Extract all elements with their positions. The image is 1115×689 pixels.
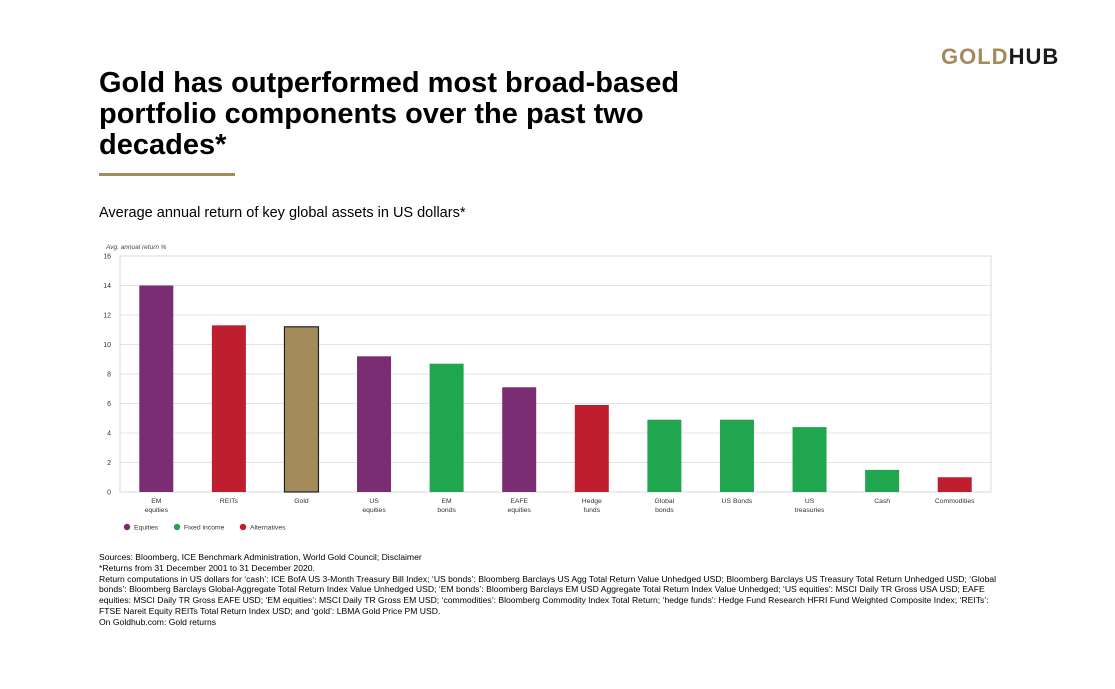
page-title: Gold has outperformed most broad-based p… <box>99 67 680 161</box>
x-tick-label: equities <box>145 507 169 514</box>
bar <box>502 387 537 492</box>
x-tick-label: bonds <box>655 507 674 514</box>
x-tick-label: US <box>369 498 379 505</box>
y-tick-label: 10 <box>103 342 111 349</box>
x-tick-label: Hedge <box>582 498 602 505</box>
legend-label: Fixed income <box>184 525 225 532</box>
bar <box>574 404 609 492</box>
logo-hub-text: HUB <box>1008 44 1060 69</box>
y-tick-label: 8 <box>107 372 111 379</box>
bar <box>937 477 972 492</box>
footnote-period: *Returns from 31 December 2001 to 31 Dec… <box>99 562 315 573</box>
bar <box>429 363 464 492</box>
bar <box>211 325 246 492</box>
x-tick-label: equities <box>507 507 531 514</box>
x-tick-label: EM <box>151 498 162 505</box>
x-tick-label: US <box>805 498 815 505</box>
title-underline <box>99 173 235 176</box>
x-tick-label: REITs <box>220 498 239 505</box>
legend-label: Equities <box>134 525 159 532</box>
footnote-goldhub-link: On Goldhub.com: Gold returns <box>99 616 217 627</box>
bar <box>647 419 682 492</box>
x-tick-label: Cash <box>874 498 890 505</box>
bar <box>865 469 900 492</box>
x-tick-label: Commodities <box>935 498 975 505</box>
legend-marker <box>173 523 181 531</box>
x-tick-label: US Bonds <box>722 498 753 505</box>
bar <box>357 356 392 492</box>
x-tick-label: Global <box>655 498 675 505</box>
y-axis-label: Avg. annual return % <box>105 244 167 251</box>
x-tick-label: Gold <box>294 498 309 505</box>
y-tick-label: 0 <box>107 490 111 497</box>
goldhub-logo: GOLDHUB <box>941 44 1059 70</box>
footnote-sources: Sources: Bloomberg, ICE Benchmark Admini… <box>99 552 422 562</box>
legend-marker <box>123 523 131 531</box>
y-tick-label: 14 <box>103 283 111 290</box>
y-tick-label: 12 <box>103 313 111 320</box>
x-tick-label: EM <box>442 498 453 505</box>
x-tick-label: EAFE <box>510 498 528 505</box>
bar-chart: 0 2 4 6 8 10 12 14 16 Avg. annual return % EM equit… <box>103 244 992 532</box>
footnotes: Sources: Bloomberg, ICE Benchmark Admini… <box>99 552 1009 628</box>
legend-label: Alternatives <box>250 525 286 532</box>
y-tick-label: 2 <box>107 460 111 467</box>
y-tick-label: 6 <box>107 401 111 408</box>
logo-gold-text: GOLD <box>941 44 1009 69</box>
bar <box>792 427 827 492</box>
x-tick-label: bonds <box>437 507 456 514</box>
x-tick-label: equities <box>362 507 386 514</box>
y-tick-label: 4 <box>107 431 111 438</box>
x-tick-label: funds <box>583 507 600 514</box>
bar <box>283 326 320 493</box>
y-tick-label: 16 <box>103 254 111 261</box>
footnote-methodology: Return computations in US dollars for ‘c… <box>99 573 997 616</box>
bar <box>719 419 754 492</box>
chart-subtitle: Average annual return of key global asse… <box>99 205 466 221</box>
legend-marker <box>239 523 247 531</box>
bar <box>139 285 174 492</box>
x-tick-label: treasuries <box>795 507 825 514</box>
